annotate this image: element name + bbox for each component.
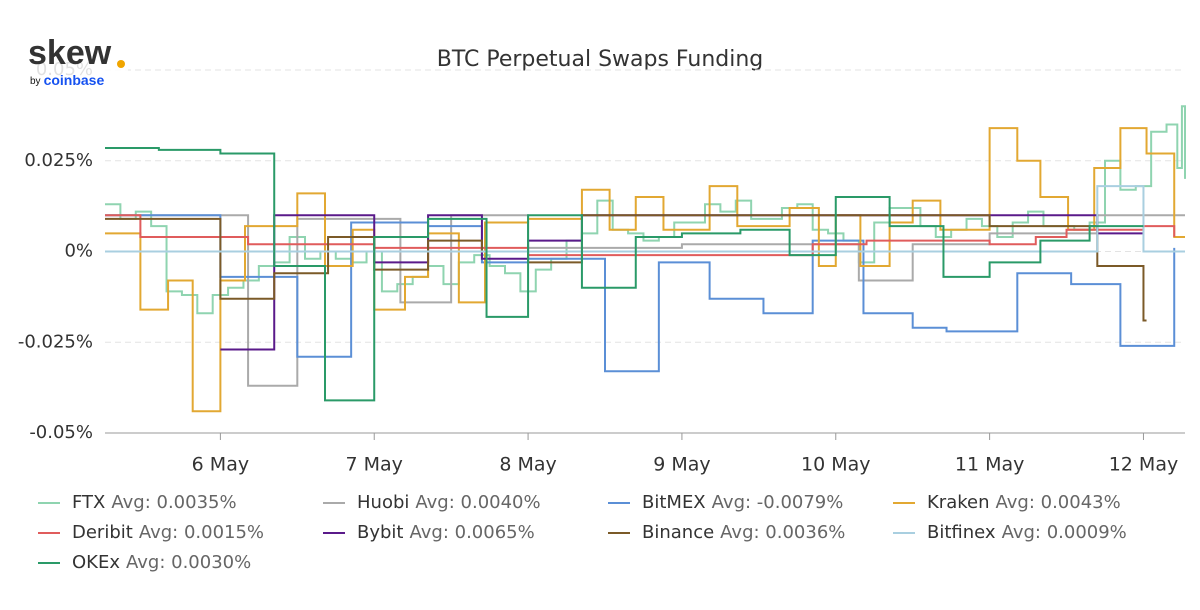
legend-label: Bitfinex Avg: 0.0009% (927, 522, 1127, 543)
x-tick-label: 6 May (192, 454, 249, 476)
x-tick-label: 9 May (653, 454, 710, 476)
legend-avg: Avg: 0.0035% (111, 492, 236, 513)
legend-name: Deribit (72, 522, 133, 543)
legend-name: Bitfinex (927, 522, 996, 543)
series-line (105, 105, 1186, 315)
legend-label: Deribit Avg: 0.0015% (72, 522, 264, 543)
legend-label: Binance Avg: 0.0036% (642, 522, 845, 543)
legend-avg: Avg: 0.0043% (996, 492, 1121, 513)
legend-label: FTX Avg: 0.0035% (72, 492, 237, 513)
logo-brand: coinbase (44, 72, 105, 88)
x-tick-label: 7 May (346, 454, 403, 476)
legend-avg: Avg: 0.0015% (139, 522, 264, 543)
legend-label: Huobi Avg: 0.0040% (357, 492, 541, 513)
legend-label: BitMEX Avg: -0.0079% (642, 492, 843, 513)
series-line (105, 147, 1144, 402)
series-line (105, 214, 1176, 257)
logo-by: by (30, 76, 41, 87)
x-tick-label: 11 May (955, 454, 1025, 476)
legend-label: OKEx Avg: 0.0030% (72, 552, 251, 573)
series-line (105, 185, 1185, 253)
legend-label: Bybit Avg: 0.0065% (357, 522, 535, 543)
x-tick-label: 10 May (801, 454, 871, 476)
legend-avg: Avg: 0.0065% (410, 522, 535, 543)
legend-name: Huobi (357, 492, 409, 513)
legend-avg: Avg: 0.0030% (126, 552, 251, 573)
legend-avg: Avg: 0.0036% (720, 522, 845, 543)
y-tick-label: 0.025% (24, 150, 93, 171)
legend-avg: Avg: -0.0079% (712, 492, 844, 513)
legend-name: Bybit (357, 522, 404, 543)
legend-name: OKEx (72, 552, 120, 573)
legend-avg: Avg: 0.0009% (1002, 522, 1127, 543)
y-tick-label: 0% (64, 241, 93, 262)
legend-label: Kraken Avg: 0.0043% (927, 492, 1121, 513)
series-line (105, 127, 1185, 413)
y-tick-label: -0.025% (18, 331, 93, 352)
logo-sub: by coinbase (30, 72, 104, 88)
series-line (105, 214, 1176, 373)
legend-name: BitMEX (642, 492, 706, 513)
legend-name: FTX (72, 492, 105, 513)
legend-name: Kraken (927, 492, 990, 513)
legend-name: Binance (642, 522, 714, 543)
x-tick-label: 12 May (1109, 454, 1179, 476)
logo-bg (24, 38, 128, 88)
x-tick-label: 8 May (499, 454, 556, 476)
logo-text: skew (28, 34, 112, 72)
y-tick-label: -0.05% (29, 422, 93, 443)
legend-avg: Avg: 0.0040% (415, 492, 540, 513)
logo-dot (117, 60, 125, 68)
chart-title: BTC Perpetual Swaps Funding (437, 47, 764, 72)
